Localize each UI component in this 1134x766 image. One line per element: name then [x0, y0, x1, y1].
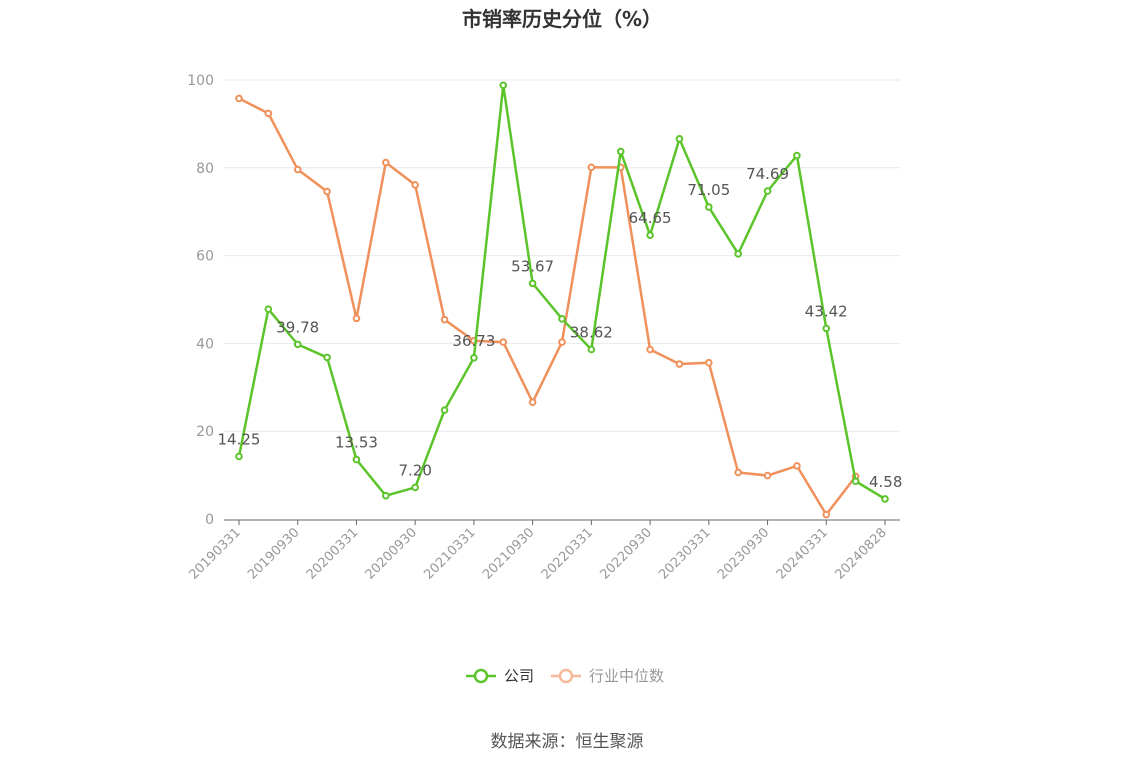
- data-point: [881, 495, 889, 503]
- data-point: [646, 345, 654, 354]
- data-labels: 14.25 39.78 13.53 7.20 36.73 53.67 38.62 64.65 7…: [218, 165, 903, 491]
- legend-item[interactable]: 行业中位数: [551, 667, 664, 685]
- legend-label: 行业中位数: [589, 667, 664, 685]
- data-point: [705, 358, 713, 367]
- data-point: [763, 187, 772, 195]
- data-point: [293, 340, 302, 349]
- data-point: [675, 135, 684, 143]
- legend-item[interactable]: 公司: [466, 667, 534, 685]
- y-tick-label: 0: [205, 512, 214, 528]
- data-point: [470, 353, 478, 362]
- data-point: [411, 483, 419, 492]
- data-point: [382, 491, 390, 500]
- legend[interactable]: 公司 行业中位数: [466, 667, 664, 685]
- series-line: [238, 97, 857, 516]
- data-point: [822, 324, 831, 333]
- data-label: 64.65: [629, 209, 672, 227]
- data-point: [734, 250, 742, 258]
- data-point: [558, 315, 566, 323]
- x-tick-label: 20220930: [598, 525, 655, 582]
- x-tick-label: 20190930: [245, 525, 302, 582]
- data-label: 43.42: [805, 302, 848, 320]
- data-point: [616, 147, 625, 156]
- data-point: [323, 353, 331, 362]
- legend-label: 公司: [504, 667, 534, 685]
- data-label: 53.67: [511, 257, 554, 275]
- y-tick-label: 40: [196, 336, 214, 352]
- y-tick-label: 100: [187, 73, 214, 89]
- legend-circle-icon: [558, 668, 574, 684]
- data-point: [528, 279, 537, 288]
- x-tick-label: 20240828: [832, 525, 889, 582]
- data-point: [352, 314, 361, 323]
- x-tick-label: 20230331: [656, 525, 713, 582]
- x-tick-label: 20240331: [774, 525, 831, 582]
- data-point: [440, 315, 449, 324]
- data-point: [499, 81, 508, 90]
- chart-title: 市销率历史分位（%）: [462, 7, 662, 31]
- data-label: 13.53: [335, 434, 378, 452]
- data-point: [411, 181, 419, 189]
- data-point: [440, 406, 449, 414]
- x-tick-label: 20190331: [186, 525, 243, 582]
- data-point: [793, 151, 801, 160]
- data-point: [705, 203, 713, 211]
- data-point: [293, 165, 302, 174]
- data-point: [734, 468, 742, 477]
- data-point: [675, 360, 684, 368]
- y-tick-label: 60: [196, 249, 214, 265]
- data-point: [264, 109, 273, 118]
- data-point: [646, 231, 654, 239]
- data-point: [528, 398, 537, 407]
- data-label: 39.78: [276, 318, 319, 336]
- data-label: 36.73: [452, 332, 495, 350]
- data-point: [822, 510, 831, 519]
- data-label: 7.20: [398, 461, 431, 479]
- data-point: [352, 455, 361, 464]
- data-point: [587, 345, 596, 354]
- y-tick-label: 20: [196, 424, 214, 440]
- x-tick-label: 20210331: [421, 525, 478, 582]
- data-point: [235, 452, 243, 461]
- data-point: [851, 477, 860, 486]
- data-label: 74.69: [746, 165, 789, 183]
- data-point: [587, 163, 596, 172]
- legend-circle-icon: [473, 668, 489, 684]
- data-label: 14.25: [218, 430, 261, 448]
- data-point: [323, 187, 331, 196]
- data-point: [763, 471, 772, 480]
- y-tick-label: 80: [196, 161, 214, 177]
- data-point: [382, 158, 390, 167]
- data-label: 71.05: [687, 181, 730, 199]
- series-layer: [235, 81, 889, 519]
- y-axis: 0 20 40 60 80 100: [187, 73, 214, 528]
- data-point: [235, 94, 243, 103]
- data-point: [793, 462, 801, 470]
- x-tick-label: 20200930: [363, 525, 420, 582]
- data-point: [499, 338, 508, 346]
- x-tick-label: 20220331: [539, 525, 596, 582]
- data-label: 38.62: [570, 323, 613, 341]
- data-label: 4.58: [869, 473, 902, 491]
- data-point: [558, 338, 566, 346]
- grid: [224, 79, 900, 432]
- source-note: 数据来源：恒生聚源: [491, 732, 644, 752]
- x-tick-label: 20210930: [480, 525, 537, 582]
- data-point: [264, 305, 273, 313]
- x-tick-label: 20230930: [715, 525, 772, 582]
- x-tick-label: 20200331: [304, 525, 361, 582]
- x-axis: 20190331 20190930 20200331 20200930 20210331…: [186, 519, 900, 583]
